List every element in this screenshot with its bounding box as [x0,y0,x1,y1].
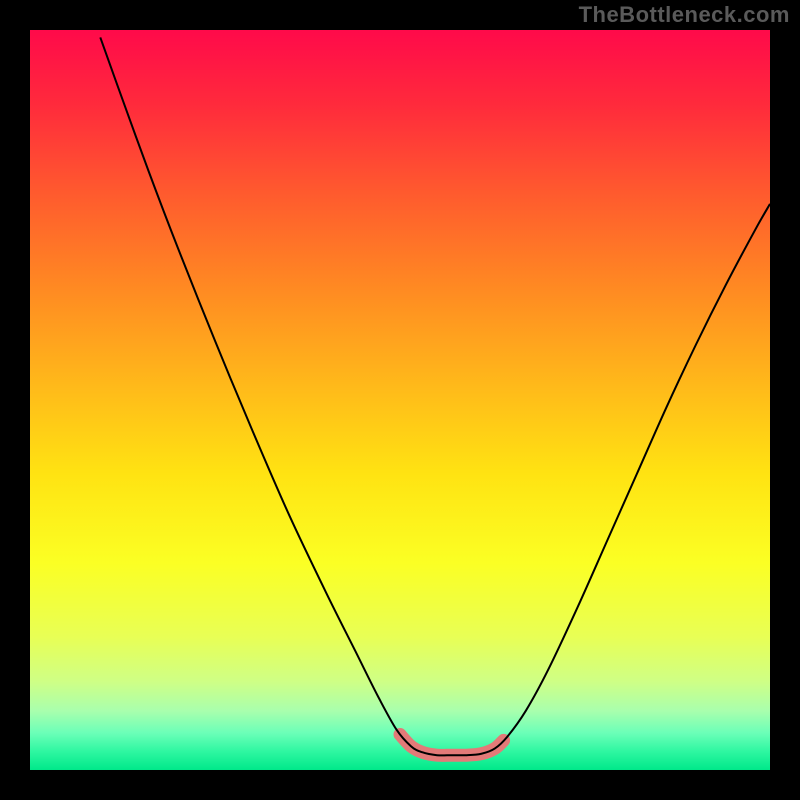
chart-container: TheBottleneck.com [0,0,800,800]
plot-background [30,30,770,770]
bottleneck-chart [0,0,800,800]
watermark-text: TheBottleneck.com [579,2,790,28]
